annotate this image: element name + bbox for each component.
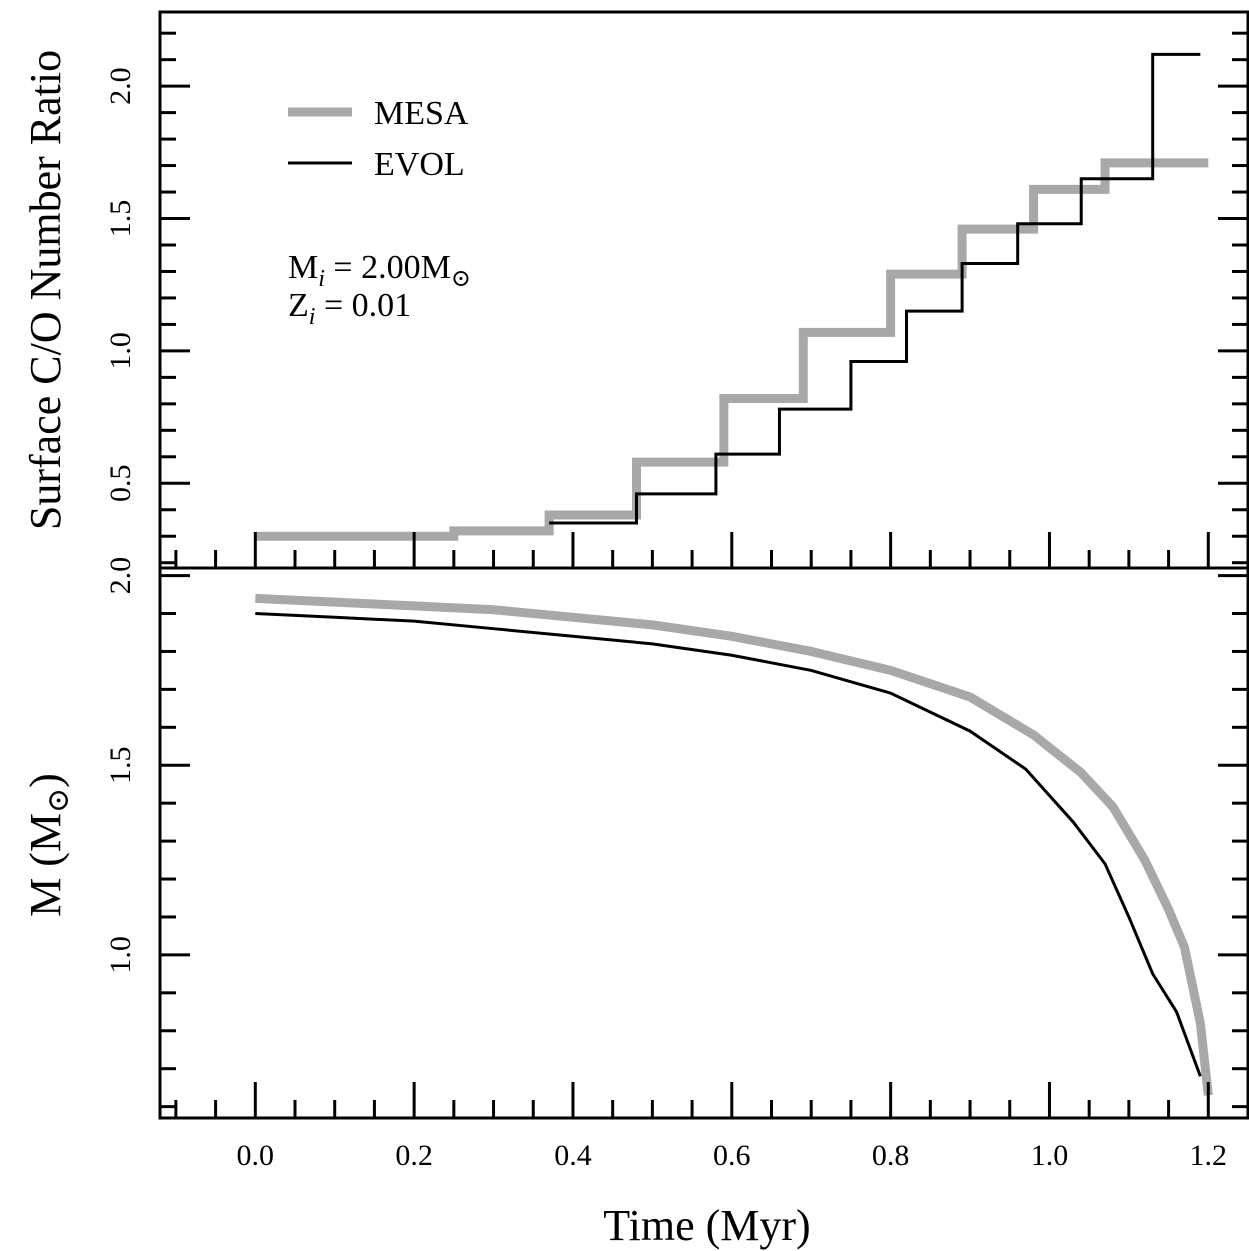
annotation-z-sub: i — [309, 304, 316, 330]
y-tick-label-top: 1.5 — [104, 200, 137, 238]
annotation-metallicity: Zi = 0.01 — [288, 287, 411, 330]
chart-series-layer — [255, 52, 1213, 1096]
top-y-axis-label: Surface C/O Number Ratio — [21, 50, 70, 530]
x-axis-label: Time (Myr) — [603, 1201, 810, 1250]
y-tick-label-top: 2.0 — [104, 67, 137, 105]
legend-label-mesa: MESA — [374, 95, 469, 132]
annotation-mass-m: M — [288, 249, 318, 286]
bottom-y-axis-label-pre: M (M — [21, 813, 70, 917]
x-tick-label: 1.0 — [1031, 1139, 1069, 1172]
x-tick-label: 0.6 — [713, 1139, 751, 1172]
annotation-sun-symbol: ⊙ — [451, 266, 471, 292]
y-tick-label-bottom: 1.0 — [104, 936, 137, 974]
series-evol-bottom — [255, 612, 1202, 1077]
bottom-y-axis-label: M (M⊙) — [21, 773, 75, 917]
series-mesa-bottom — [255, 593, 1213, 1096]
chart-axes-layer — [158, 10, 1249, 1120]
series-mesa-top — [255, 158, 1209, 541]
x-tick-label: 0.8 — [872, 1139, 910, 1172]
annotation-mass: Mi = 2.00M⊙ — [288, 249, 471, 292]
annotation-mass-sub: i — [318, 266, 325, 292]
legend: MESA EVOL — [288, 95, 469, 183]
x-tick-label: 0.4 — [554, 1139, 592, 1172]
y-tick-label-bottom: 1.5 — [104, 746, 137, 784]
panel-frame-bottom — [158, 566, 1249, 1120]
x-tick-label: 0.2 — [395, 1139, 433, 1172]
annotation-z: Z — [288, 287, 309, 324]
annotation-z-value: = 0.01 — [315, 287, 411, 324]
chart-text-layer: Surface C/O Number Ratio M (M⊙) Time (My… — [21, 50, 1227, 1250]
y-tick-label-top: 1.0 — [104, 332, 137, 370]
bottom-y-axis-label-post: ) — [21, 773, 70, 788]
annotation-mass-value: = 2.00M — [325, 249, 451, 286]
series-evol-top — [549, 52, 1201, 525]
legend-label-evol: EVOL — [374, 146, 465, 183]
bottom-y-axis-label-sun: ⊙ — [42, 788, 75, 813]
y-tick-label-top: 0.5 — [104, 465, 137, 503]
x-tick-label: 1.2 — [1190, 1139, 1228, 1172]
x-tick-label: 0.0 — [237, 1139, 275, 1172]
y-tick-label-bottom: 2.0 — [104, 557, 137, 595]
